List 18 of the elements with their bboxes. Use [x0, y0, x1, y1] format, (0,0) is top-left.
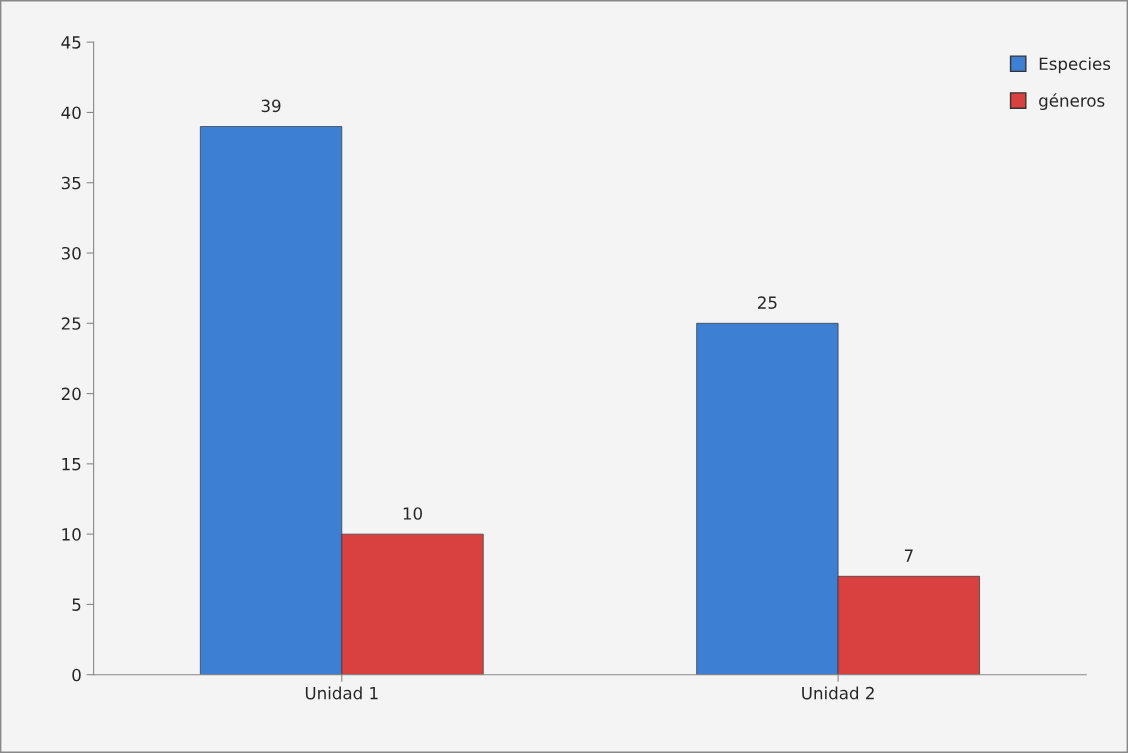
y-tick-label: 5 — [72, 598, 81, 611]
y-tick-label: 35 — [61, 176, 81, 190]
y-tick-label: 30 — [61, 246, 81, 260]
data-label: 25 — [758, 296, 777, 309]
legend-label: Especies — [1039, 57, 1111, 74]
y-tick-label: 45 — [61, 36, 81, 49]
y-tick-label: 10 — [62, 528, 81, 541]
x-tick-label: Unidad 2 — [802, 686, 874, 700]
y-tick-label: 0 — [72, 668, 81, 682]
data-label: 7 — [904, 549, 913, 562]
data-label: 10 — [403, 507, 423, 520]
x-tick-label: Unidad 1 — [305, 686, 378, 700]
legend-label: géneros — [1039, 93, 1105, 111]
data-label: 39 — [261, 99, 281, 113]
y-tick-label: 20 — [61, 387, 81, 401]
y-tick-label: 15 — [62, 458, 81, 471]
y-tick-label: 25 — [61, 317, 81, 330]
y-tick-label: 40 — [61, 106, 81, 120]
